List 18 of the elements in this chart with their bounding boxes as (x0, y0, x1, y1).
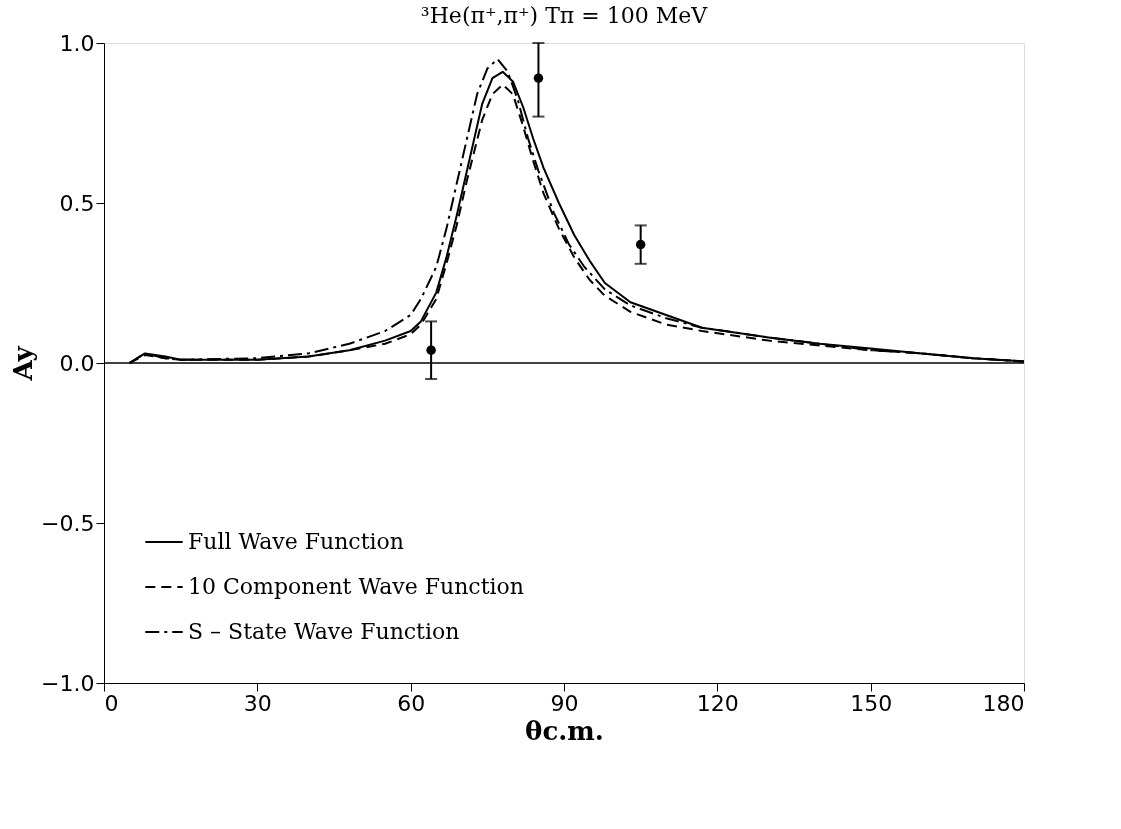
x-tick-label: 150 (850, 690, 893, 716)
x-tick-label: 180 (982, 690, 1025, 716)
x-tick-label: 60 (397, 690, 426, 716)
legend-label: 10 Component Wave Function (188, 574, 524, 599)
x-tick-label: 90 (550, 690, 579, 716)
y-tick-label: 1.0 (59, 30, 95, 56)
y-tick-label: −1.0 (41, 670, 95, 696)
y-axis-title: Ay (8, 345, 39, 382)
y-tick-label: −0.5 (41, 510, 95, 536)
y-tick-label: 0.5 (59, 190, 95, 216)
legend-label: Full Wave Function (188, 529, 404, 554)
y-tick-label: 0.0 (59, 350, 95, 376)
x-tick-label: 0 (104, 690, 119, 716)
x-axis-title: θc.m. (525, 715, 604, 746)
chart-title: ³He(π⁺,π⁺) Tπ = 100 MeV (420, 3, 709, 28)
x-tick-label: 30 (243, 690, 272, 716)
legend-label: S – State Wave Function (188, 619, 460, 644)
x-tick-label: 120 (696, 690, 739, 716)
